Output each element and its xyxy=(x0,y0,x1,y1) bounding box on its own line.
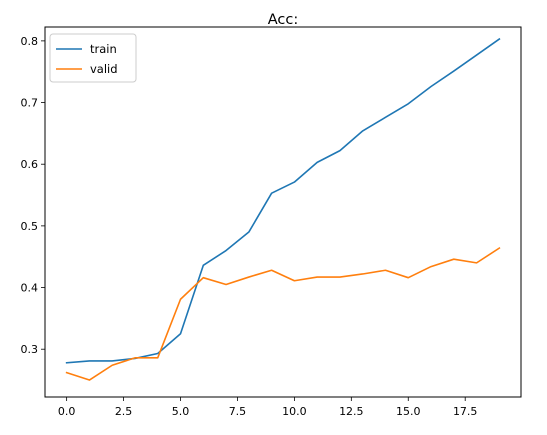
x-tick-label: 5.0 xyxy=(172,405,190,418)
y-tick-label: 0.4 xyxy=(21,282,39,295)
legend-box xyxy=(49,33,137,83)
x-tick-label: 15.0 xyxy=(396,405,421,418)
legend: train valid xyxy=(49,33,137,83)
series-line-train xyxy=(65,37,501,364)
y-tick-label: 0.5 xyxy=(21,220,39,233)
x-tick-label: 12.5 xyxy=(339,405,364,418)
plot-lines xyxy=(65,37,501,381)
y-tick-label: 0.8 xyxy=(21,35,39,48)
plot-frame xyxy=(44,26,522,398)
y-tick-label: 0.6 xyxy=(21,158,39,171)
y-tick-label: 0.7 xyxy=(21,97,39,110)
x-tick-label: 17.5 xyxy=(453,405,478,418)
y-axis: 0.3 0.4 0.5 0.6 0.7 0.8 xyxy=(21,35,45,356)
chart-title: Acc: xyxy=(268,12,299,28)
y-tick-label: 0.3 xyxy=(21,343,39,356)
legend-label-valid: valid xyxy=(90,62,118,76)
x-tick-label: 10.0 xyxy=(282,405,307,418)
x-tick-label: 2.5 xyxy=(115,405,133,418)
legend-label-train: train xyxy=(90,42,117,56)
x-tick-label: 7.5 xyxy=(229,405,247,418)
x-axis: 0.0 2.5 5.0 7.5 10.0 12.5 15.0 17.5 xyxy=(58,397,478,418)
x-tick-label: 0.0 xyxy=(58,405,76,418)
series-line-valid xyxy=(65,246,501,381)
